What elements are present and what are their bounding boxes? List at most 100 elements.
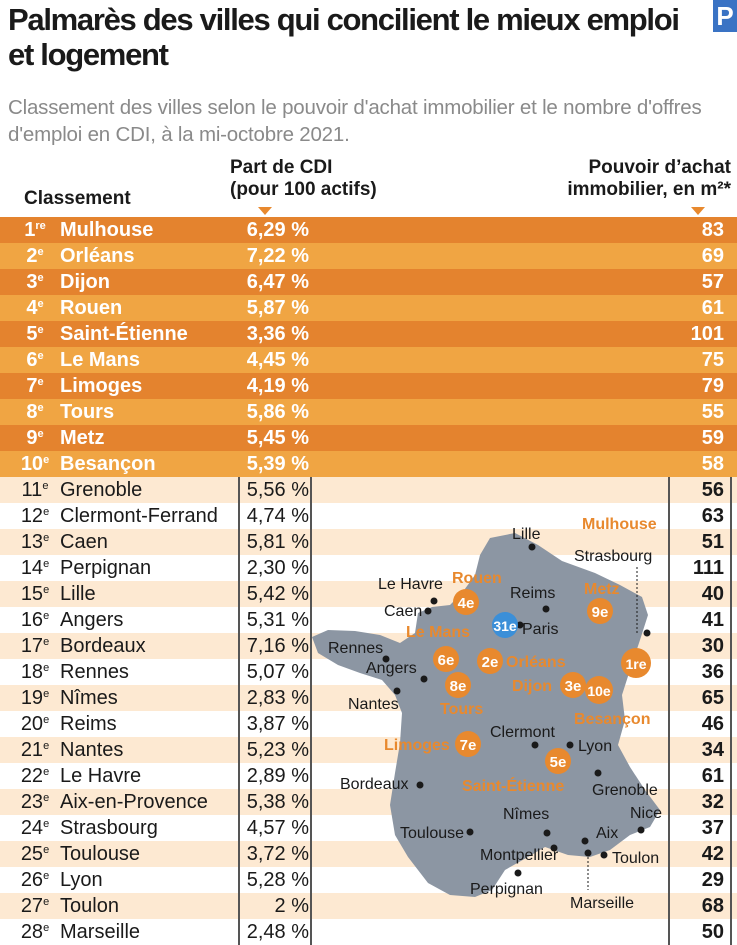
city-cell: Dijon — [60, 271, 110, 293]
rank-cell: 17e — [14, 633, 56, 659]
dot-nice — [637, 826, 645, 834]
cdi-cell: 3,36 % — [246, 323, 309, 345]
rank-suffix: e — [43, 636, 50, 648]
table-row: 14e Perpignan 2,30 % 111 — [0, 555, 737, 581]
rank-number: 1 — [24, 219, 36, 241]
city-cell: Tours — [60, 401, 115, 423]
table-row: 9e Metz 5,45 % 59 — [0, 425, 737, 451]
city-cell: Marseille — [60, 921, 141, 943]
rank-suffix: e — [43, 896, 50, 908]
rank-number: 10 — [20, 453, 44, 475]
rank-cell: 3e — [14, 269, 56, 295]
city-cell: Lyon — [60, 869, 103, 891]
rank-number: 18 — [20, 661, 44, 683]
power-cell: 111 — [692, 557, 724, 579]
dot-paris — [516, 621, 524, 629]
rank-cell: 27e — [14, 893, 56, 919]
rank-suffix: e — [43, 688, 50, 700]
city-cell: Toulouse — [60, 843, 141, 865]
label-reims: Reims — [510, 585, 555, 602]
label-nice: Nice — [630, 805, 662, 822]
power-cell: 36 — [701, 661, 724, 683]
badge-besancon: 10e — [585, 676, 613, 704]
power-column-frame — [668, 477, 732, 945]
label-tours: Tours — [440, 701, 483, 718]
power-cell: 79 — [701, 375, 724, 397]
rank-number: 27 — [20, 895, 44, 917]
cdi-cell: 2,48 % — [246, 921, 309, 943]
rank-number: 6 — [26, 349, 38, 371]
rank-number: 4 — [26, 297, 38, 319]
city-cell: Nîmes — [60, 687, 118, 709]
label-orleans: Orléans — [506, 654, 566, 671]
label-limoges: Limoges — [384, 737, 450, 754]
rank-suffix: e — [37, 428, 44, 440]
badge-metz: 9e — [587, 598, 613, 624]
badge-saintetienne-text: 5e — [550, 754, 567, 771]
city-cell: Grenoble — [60, 479, 143, 501]
dot-nantes — [393, 687, 401, 695]
city-cell: Caen — [60, 531, 108, 553]
cdi-cell: 5,07 % — [246, 661, 309, 683]
table-row: 10e Besançon 5,39 % 58 — [0, 451, 737, 477]
cdi-cell: 6,47 % — [246, 271, 309, 293]
rank-suffix: e — [43, 922, 50, 934]
table-row: 27e Toulon 2 % 68 — [0, 893, 737, 919]
cdi-cell: 5,23 % — [246, 739, 309, 761]
rank-number: 16 — [20, 609, 44, 631]
rank-cell: 26e — [14, 867, 56, 893]
rank-cell: 9e — [14, 425, 56, 451]
badge-paris-text: 31e — [493, 618, 517, 634]
power-cell: 51 — [701, 531, 724, 553]
page-title: Palmarès des villes qui concilient le mi… — [8, 2, 680, 72]
table-row: 11e Grenoble 5,56 % 56 — [0, 477, 737, 503]
rank-cell: 8e — [14, 399, 56, 425]
power-cell: 46 — [701, 713, 724, 735]
table-row: 5e Saint-Étienne 3,36 % 101 — [0, 321, 737, 347]
rank-cell: 15e — [14, 581, 56, 607]
badge-metz-text: 9e — [592, 604, 609, 621]
table-row: 7e Limoges 4,19 % 79 — [0, 373, 737, 399]
rank-number: 19 — [20, 687, 44, 709]
rank-number: 28 — [20, 921, 44, 943]
city-dots — [382, 543, 651, 877]
city-cell: Perpignan — [60, 557, 152, 579]
rank-suffix: e — [37, 272, 44, 284]
rank-cell: 11e — [14, 477, 56, 503]
rank-number: 14 — [20, 557, 44, 579]
power-cell: 41 — [701, 609, 724, 631]
rank-suffix: e — [37, 324, 44, 336]
city-cell: Aix-en-Provence — [60, 791, 208, 813]
city-cell: Rennes — [60, 661, 129, 683]
power-cell: 61 — [701, 765, 724, 787]
header-power: Pouvoir d’achat immobilier, en m²* — [567, 157, 731, 201]
rank-suffix: e — [43, 454, 50, 466]
cdi-cell: 3,87 % — [246, 713, 309, 735]
label-saintetienne: Saint-Étienne — [462, 776, 564, 795]
rank-suffix: e — [43, 610, 50, 622]
rank-number: 11 — [21, 479, 43, 501]
label-angers: Angers — [366, 660, 417, 677]
cdi-cell: 4,45 % — [246, 349, 309, 371]
badge-rouen-text: 4e — [458, 595, 475, 612]
dot-montpellier — [550, 844, 558, 852]
city-cell: Le Havre — [60, 765, 142, 787]
rank-cell: 24e — [14, 815, 56, 841]
rank-cell: 25e — [14, 841, 56, 867]
label-rouen: Rouen — [452, 570, 502, 587]
cdi-cell: 2,83 % — [246, 687, 309, 709]
label-lemans: Le Mans — [406, 624, 470, 641]
cdi-cell: 6,29 % — [246, 219, 309, 241]
cdi-cell: 5,45 % — [246, 427, 309, 449]
power-cell: 83 — [701, 219, 724, 241]
cdi-cell: 3,72 % — [246, 843, 309, 865]
badge-dijon: 3e — [560, 672, 586, 698]
rank-cell: 6e — [14, 347, 56, 373]
power-cell: 42 — [701, 843, 724, 865]
dot-aix — [581, 837, 589, 845]
city-cell: Limoges — [60, 375, 143, 397]
power-cell: 56 — [701, 479, 724, 501]
header-cdi-line1: Part de CDI — [230, 157, 333, 178]
power-cell: 63 — [701, 505, 724, 527]
table-row: 4e Rouen 5,87 % 61 — [0, 295, 737, 321]
